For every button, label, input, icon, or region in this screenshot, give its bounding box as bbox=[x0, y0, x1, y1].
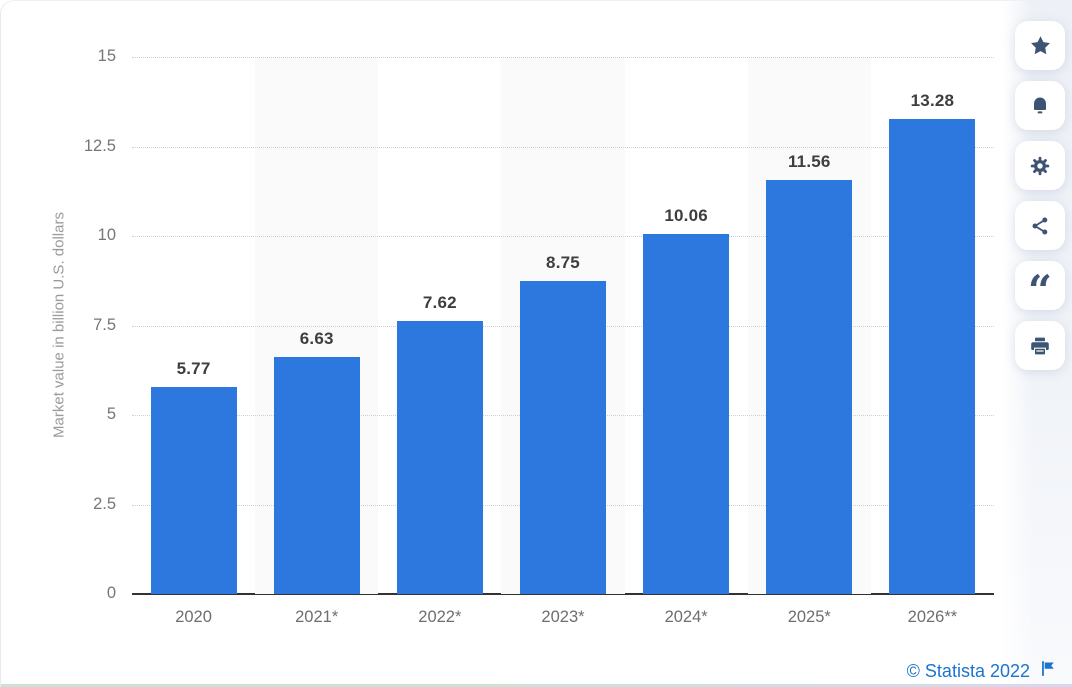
gridline bbox=[132, 236, 994, 237]
bar[interactable] bbox=[150, 387, 237, 594]
print-icon bbox=[1030, 336, 1050, 356]
y-tick-label: 5 bbox=[106, 405, 116, 423]
bar[interactable] bbox=[889, 118, 976, 594]
print-button[interactable] bbox=[1015, 321, 1065, 370]
y-tick-label: 2.5 bbox=[93, 494, 116, 513]
bar-value-label: 6.63 bbox=[299, 328, 334, 348]
bar[interactable] bbox=[273, 356, 360, 594]
y-tick-label: 12.5 bbox=[83, 136, 116, 155]
bar-value-label: 11.56 bbox=[787, 152, 831, 172]
y-tick-label: 0 bbox=[106, 584, 116, 602]
favorite-button[interactable] bbox=[1015, 21, 1065, 70]
x-axis-label: 2024* bbox=[664, 608, 708, 626]
share-icon bbox=[1030, 216, 1050, 236]
notifications-button[interactable] bbox=[1015, 81, 1065, 130]
x-axis-label: 2025* bbox=[787, 608, 831, 626]
footer: © Statista 2022 bbox=[907, 660, 1057, 682]
plot-area: 5.77 2020 6.63 2021* 7.62 2022* 8.75 2023* 10.06… bbox=[132, 57, 994, 626]
x-axis-label: 2022* bbox=[418, 608, 462, 626]
gridline bbox=[132, 57, 994, 58]
bar[interactable] bbox=[766, 180, 853, 594]
bar-value-label: 5.77 bbox=[176, 359, 211, 379]
bar-value-label: 10.06 bbox=[664, 205, 708, 225]
star-icon bbox=[1030, 35, 1051, 56]
bar-value-label: 7.62 bbox=[422, 293, 457, 313]
y-tick-label: 7.5 bbox=[93, 315, 116, 334]
bar[interactable] bbox=[520, 280, 606, 594]
bar-value-label: 8.75 bbox=[546, 252, 580, 272]
y-tick-label: 15 bbox=[97, 47, 116, 65]
bar[interactable] bbox=[396, 321, 483, 594]
quote-icon: “ bbox=[1027, 265, 1053, 315]
x-axis-label: 2026** bbox=[907, 608, 958, 626]
bell-icon bbox=[1030, 96, 1050, 116]
x-axis-label: 2023* bbox=[541, 608, 585, 626]
statista-copyright-link[interactable]: © Statista 2022 bbox=[906, 660, 1030, 681]
bar[interactable] bbox=[643, 233, 730, 594]
gear-icon bbox=[1030, 156, 1050, 176]
bottom-accent-line bbox=[1, 684, 1072, 687]
settings-button[interactable] bbox=[1015, 141, 1065, 190]
x-axis-label: 2020 bbox=[175, 608, 212, 626]
flag-icon[interactable] bbox=[1040, 660, 1057, 682]
y-axis-tick-labels: 0 2.5 5 7.5 10 12.5 15 bbox=[58, 47, 116, 602]
x-axis-line bbox=[132, 593, 994, 595]
gridline bbox=[132, 146, 994, 148]
x-axis-label: 2021* bbox=[295, 608, 339, 626]
bar-value-label: 13.28 bbox=[910, 90, 955, 110]
cite-button[interactable]: “ bbox=[1015, 261, 1065, 315]
share-button[interactable] bbox=[1015, 201, 1065, 250]
y-tick-label: 10 bbox=[97, 226, 116, 244]
